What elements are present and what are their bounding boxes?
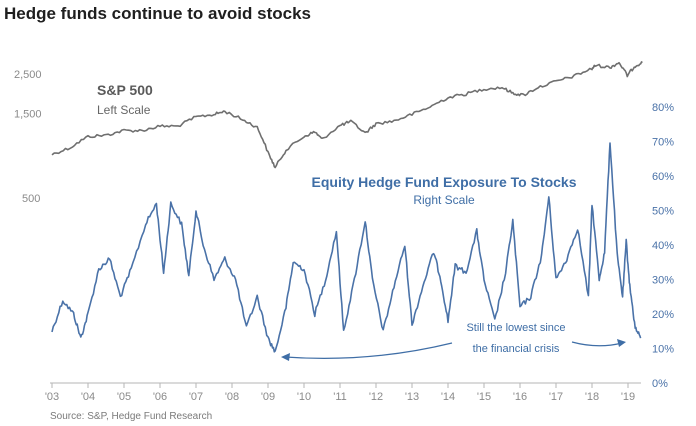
x-tick-label: '07 [189,391,203,403]
annotation-arrow-left [284,342,453,359]
hedge-fund-sublabel: Right Scale [413,193,475,207]
right-tick-label: 40% [652,240,674,252]
x-tick-label: '16 [513,391,527,403]
sp500-sublabel: Left Scale [97,103,151,117]
x-tick-label: '11 [333,391,347,403]
x-tick-label: '18 [585,391,599,403]
annotation-arrow-right [571,341,623,347]
annotation-arrowhead-right [617,339,626,347]
x-tick-label: '06 [153,391,167,403]
left-tick-1500: 1,500 [14,108,42,120]
hedge-fund-label: Equity Hedge Fund Exposure To Stocks [312,174,577,190]
annotation-line-1: Still the lowest since [466,322,565,334]
right-axis-ticks: 0% 10% 20% 30% 40% 50% 60% 70% 80% [652,102,674,390]
x-tick-label: '17 [549,391,563,403]
chart-title: Hedge funds continue to avoid stocks [4,4,311,23]
x-tick-label: '05 [117,391,131,403]
x-tick-label: '03 [45,391,59,403]
right-tick-label: 50% [652,206,674,218]
left-tick-2500: 2,500 [14,69,42,81]
x-tick-label: '19 [621,391,635,403]
x-tick-label: '14 [441,391,455,403]
annotation-line-2: the financial crisis [473,343,560,355]
source-note: Source: S&P, Hedge Fund Research [50,411,212,422]
right-tick-label: 30% [652,275,674,287]
right-tick-label: 70% [652,137,674,149]
sp500-label: S&P 500 [97,82,153,98]
x-tick-label: '04 [81,391,95,403]
x-tick-label: '15 [477,391,491,403]
right-tick-label: 20% [652,309,674,321]
hedge-fund-series-line [51,142,642,353]
right-tick-label: 80% [652,102,674,114]
x-tick-label: '09 [261,391,275,403]
right-tick-label: 10% [652,344,674,356]
annotation-arrowhead-left [281,353,290,361]
right-tick-label: 60% [652,171,674,183]
x-tick-label: '10 [297,391,311,403]
right-tick-label: 0% [652,378,668,390]
x-tick-label: '13 [405,391,419,403]
x-tick-label: '08 [225,391,239,403]
x-tick-label: '12 [369,391,383,403]
left-tick-500: 500 [22,193,40,205]
x-axis-ticks: '03 '04 '05 '06 '07 '08 '09 '10 '11 '12 '13 '14 '15 '… [45,383,635,403]
sp500-series-line [51,61,643,169]
